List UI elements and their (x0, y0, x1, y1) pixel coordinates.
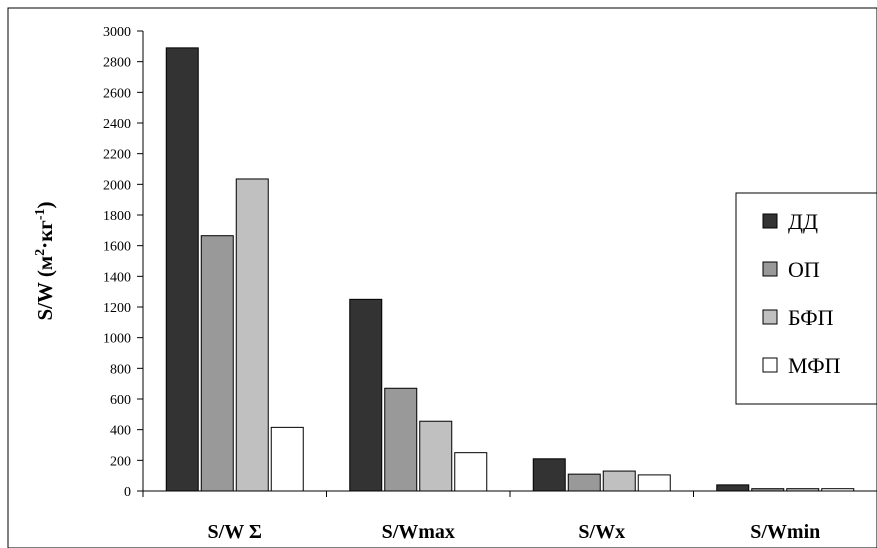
x-axis-ticks (142, 491, 877, 497)
legend-swatch (762, 357, 778, 373)
y-axis-label-exp2: -1 (33, 209, 48, 221)
y-tick-label: 200 (110, 454, 131, 469)
bar (716, 484, 750, 492)
y-tick-label: 1200 (103, 301, 131, 316)
bar (637, 474, 671, 492)
y-tick-label: 2000 (103, 178, 131, 193)
bar (821, 488, 855, 492)
y-axis-label-tail: ) (33, 202, 57, 209)
y-tick-label: 2800 (103, 56, 131, 71)
x-category-label: S/Wmin (750, 521, 820, 543)
legend-label: МФП (788, 353, 841, 378)
legend-label: БФП (788, 305, 834, 330)
bar (751, 488, 785, 492)
y-tick-label: 600 (110, 393, 131, 408)
bar (419, 420, 453, 492)
legend: ДД ОП БФП МФП (735, 192, 877, 405)
y-axis-label: S/W (м2·кг-1) (33, 202, 57, 321)
x-category-label: S/Wmax (382, 521, 455, 543)
bar (165, 47, 199, 492)
x-category-label: S/W Σ (208, 521, 262, 543)
bar (349, 298, 383, 492)
y-tick-label: 1000 (103, 332, 131, 347)
bar (567, 473, 601, 492)
y-tick-label: 2600 (103, 86, 131, 101)
bars (165, 47, 855, 492)
y-tick-label: 400 (110, 424, 131, 439)
legend-items: ДД ОП БФП МФП (762, 209, 841, 378)
y-tick-label: 2400 (103, 117, 131, 132)
y-tick-label: 2200 (103, 148, 131, 163)
y-axis-ticks: 0 200 400 600 800 1000 1200 1400 1600 1800 2000 220… (103, 25, 143, 500)
y-tick-label: 1600 (103, 240, 131, 255)
legend-swatch (762, 309, 778, 325)
y-tick-label: 3000 (103, 25, 131, 40)
y-axis-label-base: S/W (м (33, 256, 57, 321)
legend-label: ОП (788, 257, 820, 282)
y-tick-label: 1800 (103, 209, 131, 224)
legend-swatch (762, 261, 778, 277)
bar (270, 426, 304, 492)
y-tick-label: 800 (110, 362, 131, 377)
legend-label: ДД (788, 209, 818, 234)
y-axis-label-exp1: 2 (33, 249, 48, 256)
bar (235, 178, 269, 492)
legend-box (735, 192, 877, 405)
bar (200, 235, 234, 492)
category-labels: S/W Σ S/Wmax S/Wx S/Wmin (208, 521, 821, 543)
bar (454, 452, 488, 492)
bar (532, 458, 566, 492)
y-tick-label: 1400 (103, 270, 131, 285)
y-axis-label-mid: ·кг (33, 220, 57, 249)
y-tick-label: 0 (124, 485, 131, 500)
x-category-label: S/Wx (578, 521, 625, 543)
bar (384, 387, 418, 492)
legend-swatch (762, 213, 778, 229)
bar (786, 488, 820, 492)
bar (602, 470, 636, 492)
